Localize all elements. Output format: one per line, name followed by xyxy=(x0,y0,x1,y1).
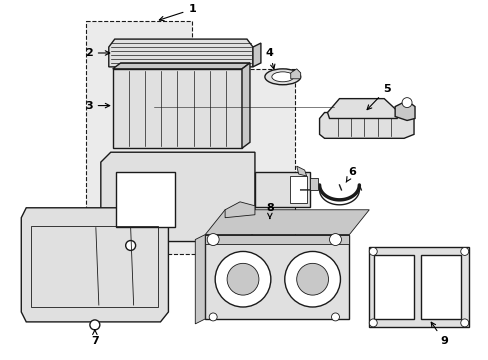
Circle shape xyxy=(296,264,328,295)
Polygon shape xyxy=(113,69,242,148)
Circle shape xyxy=(215,251,270,307)
Polygon shape xyxy=(101,152,254,242)
Bar xyxy=(309,178,317,190)
Polygon shape xyxy=(327,99,398,118)
Circle shape xyxy=(329,234,341,246)
Polygon shape xyxy=(195,235,205,324)
Polygon shape xyxy=(420,255,460,319)
Text: 1: 1 xyxy=(159,4,196,21)
Polygon shape xyxy=(205,235,349,244)
Circle shape xyxy=(207,234,219,246)
Polygon shape xyxy=(21,208,168,322)
Circle shape xyxy=(125,240,135,251)
Polygon shape xyxy=(224,202,254,218)
Polygon shape xyxy=(373,255,413,319)
Text: 5: 5 xyxy=(366,84,390,110)
Text: 7: 7 xyxy=(91,330,99,346)
Text: 6: 6 xyxy=(346,167,356,182)
Polygon shape xyxy=(319,113,413,138)
Polygon shape xyxy=(205,210,368,235)
Polygon shape xyxy=(254,172,309,207)
Polygon shape xyxy=(86,21,294,255)
Circle shape xyxy=(284,251,340,307)
Polygon shape xyxy=(242,63,249,148)
Ellipse shape xyxy=(271,72,293,82)
Polygon shape xyxy=(108,39,252,67)
Circle shape xyxy=(90,320,100,330)
Polygon shape xyxy=(394,100,414,121)
Text: 2: 2 xyxy=(85,48,109,58)
Text: 3: 3 xyxy=(85,100,109,111)
Circle shape xyxy=(460,247,468,255)
Circle shape xyxy=(368,247,376,255)
Text: 4: 4 xyxy=(265,48,274,69)
Polygon shape xyxy=(368,247,468,327)
Circle shape xyxy=(331,313,339,321)
Text: 9: 9 xyxy=(430,322,447,346)
Polygon shape xyxy=(205,235,349,319)
Text: 8: 8 xyxy=(265,203,273,219)
Polygon shape xyxy=(116,172,175,227)
Polygon shape xyxy=(290,69,300,79)
Circle shape xyxy=(368,319,376,327)
Circle shape xyxy=(226,264,258,295)
Polygon shape xyxy=(289,176,306,203)
Circle shape xyxy=(209,313,217,321)
Ellipse shape xyxy=(264,69,300,85)
Circle shape xyxy=(401,98,411,108)
Polygon shape xyxy=(296,166,306,176)
Polygon shape xyxy=(113,63,249,69)
Circle shape xyxy=(460,319,468,327)
Polygon shape xyxy=(252,43,261,67)
